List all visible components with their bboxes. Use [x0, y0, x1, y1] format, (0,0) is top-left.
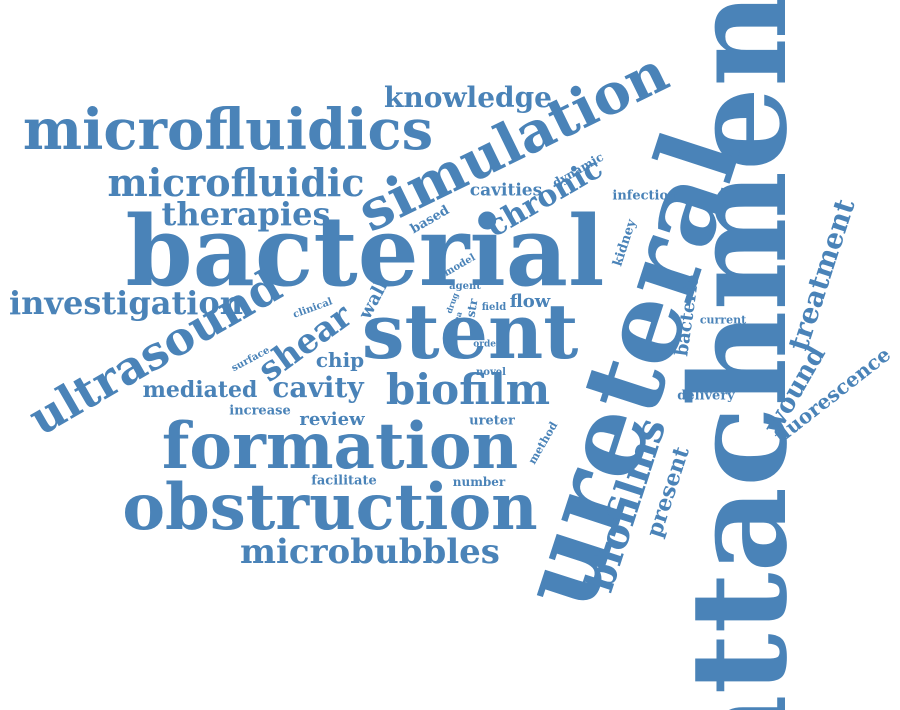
word-stent: stent [361, 287, 579, 376]
word-microbubbles: microbubbles [240, 532, 500, 572]
word-cavity: cavity [272, 371, 364, 404]
word-bacterial: bacterial [125, 195, 605, 308]
word-cavities: cavities [469, 180, 543, 201]
word-field: field [481, 302, 507, 313]
word-increase: increase [229, 403, 291, 419]
word-formation: formation [161, 409, 519, 484]
word-investigation: investigation [9, 284, 243, 322]
word-facilitate: facilitate [311, 473, 377, 489]
word-microfluidic: microfluidic [107, 160, 365, 205]
word-delivery: delivery [677, 388, 735, 404]
word-current: current [699, 313, 747, 327]
word-chip: chip [315, 348, 365, 372]
word-number: number [452, 475, 506, 489]
word-therapies: therapies [161, 195, 331, 233]
word-infection: infection [612, 188, 678, 204]
word-ureter: ureter [469, 413, 515, 429]
word-flow: flow [509, 291, 551, 312]
word-str: str [463, 297, 481, 319]
word-novel: novel [476, 367, 506, 378]
word-order: order [473, 339, 501, 350]
word-knowledge: knowledge [384, 81, 552, 114]
word-microfluidics: microfluidics [22, 97, 434, 163]
word-biofilm: biofilm [385, 365, 551, 414]
word-agent: agent [449, 281, 481, 292]
word-review: review [299, 409, 365, 430]
word-obstruction: obstruction [122, 470, 538, 545]
word-mediated: mediated [142, 377, 258, 403]
